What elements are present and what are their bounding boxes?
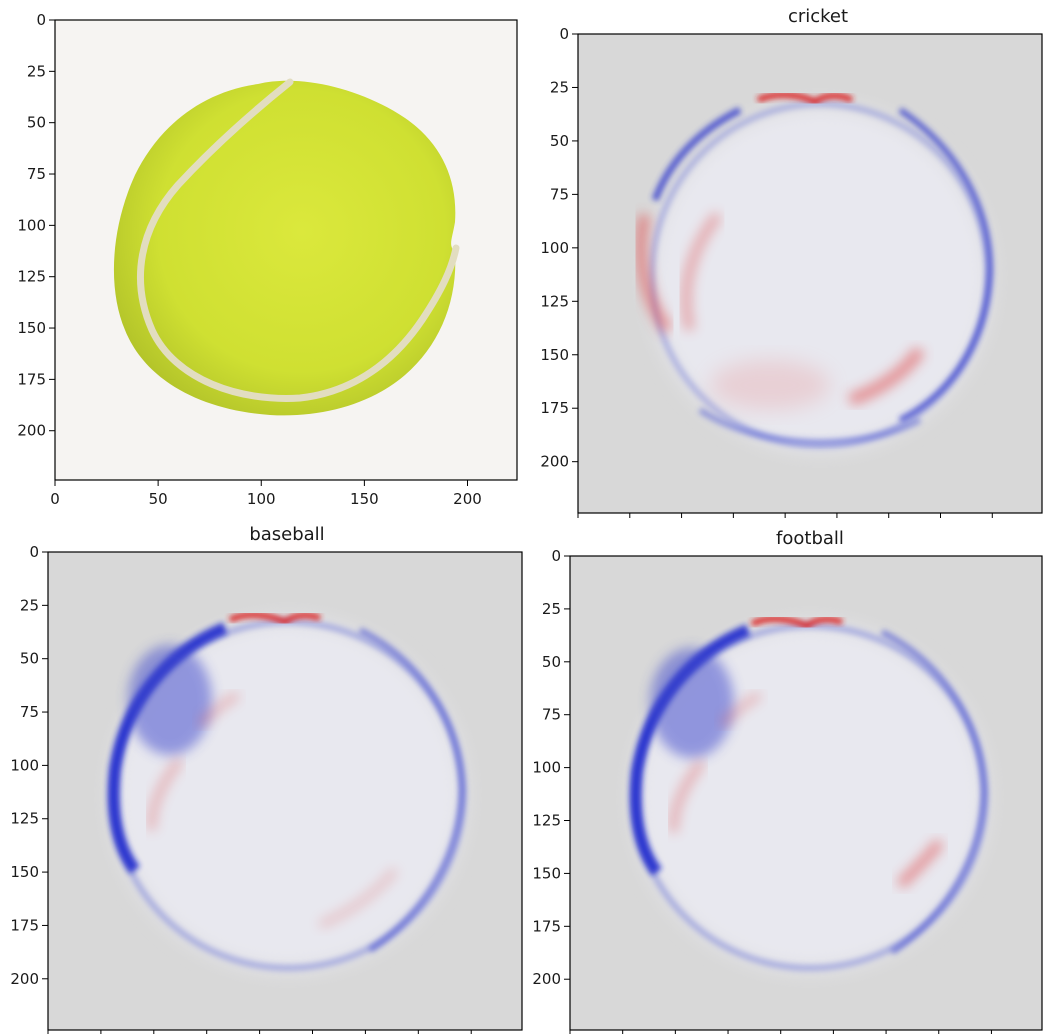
y-tick-label: 75 — [550, 185, 569, 203]
positive-inner-arc — [669, 759, 706, 833]
positive-inner-arc — [147, 757, 184, 831]
negative-left-speckle — [128, 645, 212, 755]
x-tick-label: 100 — [247, 490, 276, 508]
y-tick-label: 200 — [17, 422, 46, 440]
y-tick-label: 0 — [36, 11, 46, 29]
tennis-ball-image-panel: 0 25 50 75 100 125 150 175 200 0 50 100 150 200 — [17, 11, 518, 508]
y-tick-label: 75 — [20, 703, 39, 721]
y-tick-label: 125 — [540, 292, 569, 310]
positive-upper-streak — [719, 691, 762, 728]
y-tick-label: 50 — [27, 114, 46, 132]
positive-upper-streak — [197, 691, 240, 728]
x-tick-label: 150 — [350, 490, 379, 508]
y-tick-label: 100 — [17, 216, 46, 234]
positive-bottom-patch — [710, 360, 830, 410]
y-tick-label: 150 — [17, 319, 46, 337]
y-tick-label: 125 — [10, 810, 39, 828]
y-tick-label: 200 — [540, 453, 569, 471]
positive-inner-arc — [681, 211, 722, 332]
y-tick-label: 175 — [10, 916, 39, 934]
panel-title: baseball — [249, 524, 324, 545]
y-tick-label: 25 — [550, 78, 569, 96]
y-tick-label: 0 — [29, 543, 39, 561]
y-tick-label: 0 — [559, 25, 569, 43]
y-tick-label: 50 — [20, 650, 39, 668]
y-tick-label: 175 — [540, 399, 569, 417]
negative-edge-bottom — [698, 407, 922, 446]
y-tick-label: 125 — [532, 812, 561, 830]
y-tick-label: 175 — [532, 917, 561, 935]
y-tick-label: 0 — [551, 547, 561, 565]
axes-frame — [569, 555, 1043, 1031]
axes-frame — [54, 19, 518, 481]
positive-left-arc — [635, 213, 673, 334]
y-tick-label: 150 — [10, 863, 39, 881]
football-heatmap-panel: football 0 25 50 75 100 125 150 175 200 — [532, 528, 1043, 1034]
y-tick-label: 75 — [27, 165, 46, 183]
negative-edge-right — [358, 627, 466, 953]
panel-title: football — [776, 528, 844, 549]
y-tick-label: 100 — [10, 756, 39, 774]
y-tick-label: 50 — [542, 653, 561, 671]
y-tick-label: 150 — [540, 346, 569, 364]
positive-top-notch — [756, 92, 854, 106]
x-tick-label: 0 — [50, 490, 60, 508]
positive-top-notch — [750, 616, 843, 630]
negative-edge-right — [880, 629, 988, 955]
y-tick-label: 25 — [27, 62, 46, 80]
y-tick-label: 150 — [532, 864, 561, 882]
y-tick-label: 200 — [10, 970, 39, 988]
axes-frame — [577, 33, 1043, 514]
negative-edge-upper-left — [651, 106, 742, 202]
x-tick-label: 200 — [453, 490, 482, 508]
y-tick-label: 175 — [17, 370, 46, 388]
y-tick-label: 125 — [17, 268, 46, 286]
panel-title: cricket — [788, 6, 848, 27]
y-tick-label: 50 — [550, 132, 569, 150]
positive-bottom-right — [848, 346, 925, 406]
positive-top-notch — [228, 612, 321, 626]
negative-left-speckle — [650, 648, 734, 758]
y-tick-label: 200 — [532, 970, 561, 988]
y-tick-label: 75 — [542, 706, 561, 724]
y-tick-label: 25 — [20, 596, 39, 614]
axes-frame — [47, 551, 523, 1031]
positive-bottom-right — [318, 867, 399, 929]
negative-edge-right — [898, 107, 994, 423]
y-tick-label: 100 — [532, 759, 561, 777]
y-tick-label: 100 — [540, 239, 569, 257]
x-tick-label: 50 — [149, 490, 168, 508]
baseball-heatmap-panel: baseball 0 25 50 75 100 125 150 175 200 — [10, 524, 523, 1034]
y-tick-label: 25 — [542, 600, 561, 618]
cricket-heatmap-panel: cricket 0 25 50 75 100 125 150 175 200 — [540, 6, 1043, 518]
positive-bottom-right — [896, 838, 944, 889]
tennis-ball-seam — [137, 78, 460, 402]
